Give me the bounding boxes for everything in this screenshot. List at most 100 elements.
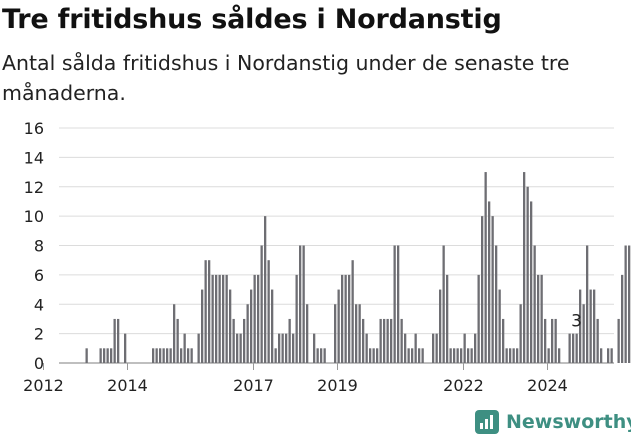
bar <box>519 304 522 363</box>
bar <box>267 260 270 363</box>
bar <box>271 289 274 363</box>
y-tick-label: 0 <box>34 354 44 373</box>
annotations: 3 <box>571 312 582 332</box>
bar <box>236 333 239 363</box>
y-tick-label: 8 <box>34 237 44 256</box>
bar <box>274 348 277 363</box>
bar <box>442 245 445 363</box>
brand-name: Newsworthy <box>506 411 631 433</box>
bar <box>600 348 603 363</box>
bar <box>201 289 204 363</box>
bar <box>505 348 508 363</box>
bar <box>383 318 386 363</box>
bar <box>211 274 214 363</box>
bar <box>488 201 491 363</box>
bar <box>523 172 526 363</box>
bar <box>113 318 116 363</box>
bar <box>152 348 155 363</box>
bar <box>288 318 291 363</box>
bar <box>537 274 540 363</box>
bar <box>439 289 442 363</box>
bar <box>85 348 88 363</box>
bar <box>624 245 627 363</box>
bar <box>386 318 389 363</box>
bar <box>491 216 494 363</box>
bar <box>190 348 193 363</box>
bar <box>239 333 242 363</box>
bar <box>400 318 403 363</box>
chart-subtitle: Antal sålda fritidshus i Nordanstig unde… <box>2 51 570 105</box>
y-axis-tick-labels: 0 2 4 6 8 10 12 14 16 <box>24 119 44 373</box>
bar <box>337 289 340 363</box>
bar <box>313 333 316 363</box>
bar <box>498 289 501 363</box>
x-tick-label: 2019 <box>317 376 358 395</box>
bar <box>162 348 165 363</box>
bar <box>355 304 358 363</box>
bar <box>229 289 232 363</box>
bar <box>393 245 396 363</box>
bar <box>176 318 179 363</box>
bar <box>246 304 249 363</box>
x-axis-ticks: 2012 2014 2017 2019 2022 2024 <box>23 363 568 395</box>
bar <box>341 274 344 363</box>
x-tick-label: 2022 <box>443 376 484 395</box>
bar <box>306 304 309 363</box>
bar <box>432 333 435 363</box>
bar <box>232 318 235 363</box>
bar <box>225 274 228 363</box>
bar <box>435 333 438 363</box>
bar <box>351 260 354 363</box>
bar <box>467 348 470 363</box>
bar <box>155 348 158 363</box>
bar <box>316 348 319 363</box>
bar <box>110 348 113 363</box>
bar <box>264 216 267 363</box>
bar <box>516 348 519 363</box>
bar <box>323 348 326 363</box>
bar <box>568 333 571 363</box>
bar <box>540 274 543 363</box>
bar <box>414 333 417 363</box>
bar <box>103 348 106 363</box>
y-tick-label: 6 <box>34 266 44 285</box>
bar <box>575 333 578 363</box>
bar <box>344 274 347 363</box>
bar <box>260 245 263 363</box>
bar <box>369 348 372 363</box>
bar <box>106 348 109 363</box>
bar <box>446 274 449 363</box>
bar <box>474 333 477 363</box>
bar <box>449 348 452 363</box>
bar <box>99 348 102 363</box>
bar <box>607 348 610 363</box>
bar <box>551 318 554 363</box>
y-tick-label: 2 <box>34 325 44 344</box>
bar <box>250 289 253 363</box>
bar <box>117 318 120 363</box>
bar <box>526 186 529 363</box>
bars <box>85 172 631 363</box>
bar <box>372 348 375 363</box>
bar <box>197 333 200 363</box>
bar <box>169 348 172 363</box>
bar <box>362 318 365 363</box>
bar <box>509 348 512 363</box>
bar <box>187 348 190 363</box>
bar <box>547 348 550 363</box>
bar <box>610 348 613 363</box>
bar <box>348 274 351 363</box>
bar <box>411 348 414 363</box>
bar <box>295 274 298 363</box>
bar <box>481 216 484 363</box>
bar <box>285 333 288 363</box>
y-tick-label: 10 <box>24 207 44 226</box>
bar <box>390 318 393 363</box>
bar <box>215 274 218 363</box>
bar <box>365 333 368 363</box>
bar <box>397 245 400 363</box>
bar <box>463 333 466 363</box>
bar <box>222 274 225 363</box>
bar <box>596 318 599 363</box>
